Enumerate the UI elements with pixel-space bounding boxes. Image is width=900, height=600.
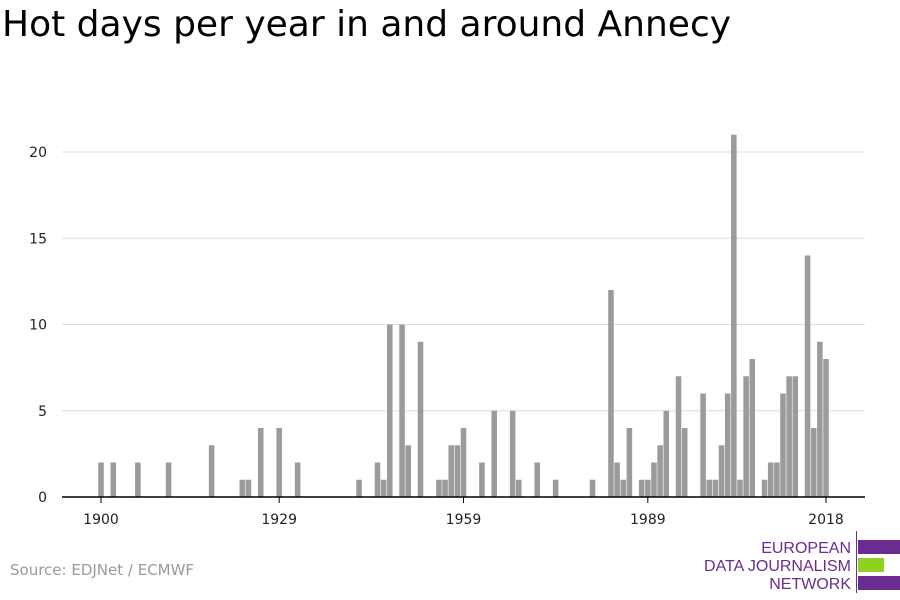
- bar: [731, 134, 737, 497]
- bar: [761, 479, 768, 497]
- bar: [454, 445, 461, 497]
- bar: [380, 479, 387, 497]
- bar: [516, 479, 522, 497]
- bar: [651, 462, 657, 497]
- y-tick-label: 15: [29, 231, 47, 247]
- bar: [436, 479, 442, 497]
- bar: [110, 462, 117, 497]
- x-tick-label: 1900: [83, 512, 119, 528]
- bar: [706, 479, 713, 497]
- bar: [749, 359, 756, 497]
- bar: [792, 376, 799, 497]
- y-tick-label: 0: [38, 490, 47, 506]
- bar: [509, 410, 516, 497]
- bar: [645, 479, 651, 497]
- bar: [98, 462, 104, 497]
- bar: [810, 428, 817, 497]
- bar: [657, 445, 663, 497]
- bar: [823, 359, 829, 497]
- bar: [386, 324, 393, 497]
- bar: [780, 393, 786, 497]
- bar: [534, 462, 541, 497]
- bar: [552, 479, 559, 497]
- bar: [614, 462, 620, 497]
- bar: [817, 341, 823, 497]
- bar: [405, 445, 411, 497]
- bar: [804, 255, 811, 497]
- source-note: Source: EDJNet / ECMWF: [10, 561, 195, 579]
- bar: [442, 479, 448, 497]
- bar: [724, 393, 731, 497]
- bar: [417, 341, 424, 497]
- bar: [786, 376, 792, 497]
- bar: [491, 410, 497, 497]
- bar: [700, 393, 706, 497]
- bar: [294, 462, 301, 497]
- bar: [245, 479, 252, 497]
- bar: [276, 428, 282, 497]
- bar: [135, 462, 141, 497]
- bar: [208, 445, 215, 497]
- grid-lines: [62, 151, 865, 412]
- bar: [589, 479, 596, 497]
- bar: [399, 324, 405, 497]
- y-tick-label: 5: [38, 404, 47, 420]
- bar-chart: 0 5 10 15 20 1900 1929 1959 1989 2018: [29, 134, 865, 528]
- bar: [620, 479, 627, 497]
- bar: [626, 428, 633, 497]
- bar: [239, 479, 246, 497]
- edjnet-logo[interactable]: EUROPEAN DATA JOURNALISM NETWORK: [700, 531, 900, 600]
- bar: [479, 462, 485, 497]
- logo-divider: [856, 531, 857, 593]
- logo-bar-purple-bottom: [858, 576, 900, 590]
- y-tick-label: 10: [29, 318, 47, 334]
- x-tick-label: 2018: [808, 512, 844, 528]
- logo-bar-green: [858, 558, 884, 572]
- bar: [257, 428, 264, 497]
- bar: [737, 479, 743, 497]
- bar: [448, 445, 454, 497]
- bar: [712, 479, 719, 497]
- bar: [743, 376, 749, 497]
- bar: [356, 479, 362, 497]
- bar: [638, 479, 645, 497]
- bar: [663, 410, 670, 497]
- bar: [767, 462, 774, 497]
- bar: [608, 290, 614, 497]
- bar: [165, 462, 172, 497]
- bar: [681, 428, 688, 497]
- bar: [460, 428, 467, 497]
- axes: 0 5 10 15 20 1900 1929 1959 1989 2018: [29, 145, 865, 528]
- x-tick-label: 1959: [446, 512, 482, 528]
- logo-bar-purple-top: [858, 540, 900, 554]
- chart-title: Hot days per year in and around Annecy: [2, 4, 732, 45]
- x-tick-label: 1929: [261, 512, 297, 528]
- bar: [374, 462, 381, 497]
- bar: [774, 462, 780, 497]
- x-tick-label: 1989: [630, 512, 666, 528]
- logo-line-2: DATA JOURNALISM: [704, 558, 851, 575]
- bar: [675, 376, 682, 497]
- bars: [98, 134, 829, 497]
- bar: [718, 445, 725, 497]
- logo-line-1: EUROPEAN: [761, 540, 851, 557]
- logo-line-3: NETWORK: [769, 576, 851, 593]
- y-tick-label: 20: [29, 145, 47, 161]
